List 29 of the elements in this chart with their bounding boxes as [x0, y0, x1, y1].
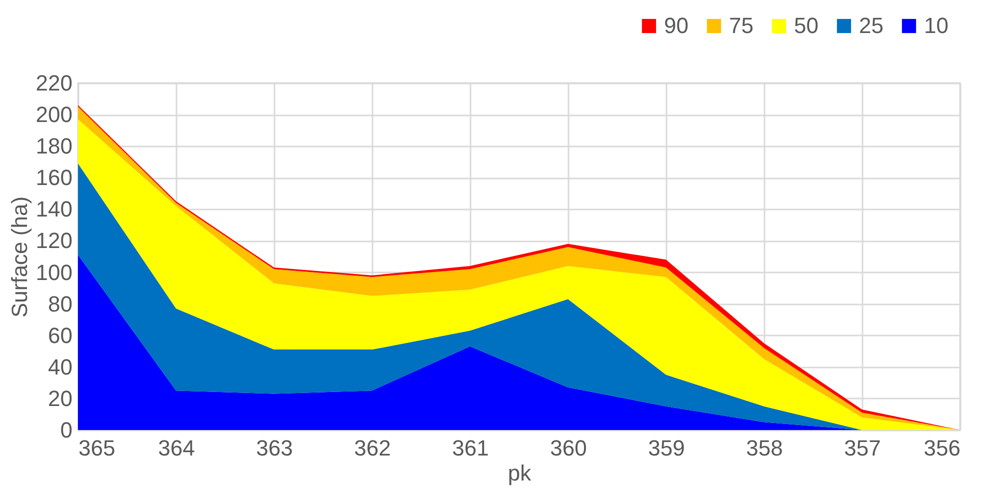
x-tick-label: 364: [158, 436, 195, 460]
y-tick-label: 120: [36, 228, 72, 254]
y-tick-label: 140: [36, 196, 72, 222]
y-tick-label: 60: [48, 322, 72, 348]
y-tick-label: 20: [48, 386, 72, 411]
legend-label: 90: [664, 13, 688, 38]
x-tick-label: 362: [354, 436, 391, 460]
x-tick-label: 358: [746, 436, 783, 460]
x-tick-label: 360: [550, 436, 587, 460]
y-axis-title: Surface (ha): [6, 196, 32, 318]
y-tick-label: 220: [36, 70, 72, 96]
y-tick-label: 0: [60, 418, 72, 442]
y-tick-label: 40: [48, 354, 72, 380]
y-tick-label: 160: [36, 165, 72, 190]
y-tick-label: 180: [36, 134, 72, 159]
x-tick-label: 365: [78, 436, 116, 460]
y-tick-label: 100: [36, 260, 72, 285]
y-tick-label: 80: [48, 291, 72, 316]
x-tick-label: 359: [648, 436, 685, 460]
legend-label: 10: [924, 13, 948, 38]
x-tick-label: 356: [924, 436, 960, 460]
x-tick-label: 363: [256, 436, 293, 460]
x-tick-label: 357: [844, 436, 881, 460]
legend-label: 50: [794, 13, 818, 38]
x-tick-label: 361: [452, 436, 489, 460]
y-tick-label: 200: [36, 102, 72, 128]
legend-label: 25: [859, 13, 884, 38]
legend-label: 75: [729, 13, 754, 38]
x-axis-title: pk: [508, 460, 532, 486]
